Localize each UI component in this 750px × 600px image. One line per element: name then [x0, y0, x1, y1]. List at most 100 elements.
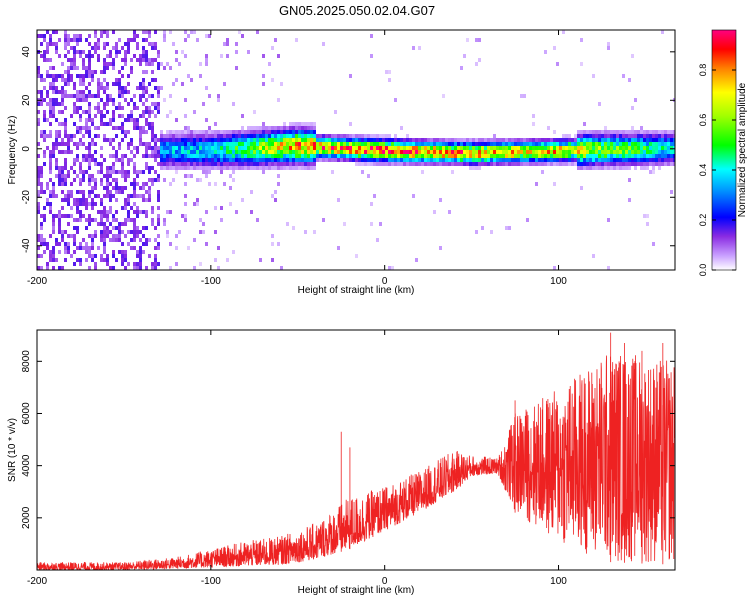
spectrogram-cell [94, 254, 97, 258]
spectrogram-cell [448, 138, 451, 142]
spectrogram-cell [82, 170, 85, 174]
spectrogram-cell [175, 154, 178, 158]
spectrogram-cell [172, 178, 175, 182]
spectrogram-cell [289, 150, 292, 154]
spectrogram-cell [130, 150, 133, 154]
spectrogram-cell [589, 134, 592, 138]
spectrogram-cell [247, 130, 250, 134]
spectrogram-cell [178, 158, 181, 162]
spectrogram-cell [619, 158, 622, 162]
spectrogram-cell [88, 166, 91, 170]
spectrogram-cell [286, 130, 289, 134]
spectrogram-cell [199, 146, 202, 150]
spectrogram-cell [415, 146, 418, 150]
spectrogram-cell [232, 250, 235, 254]
spectrogram-cell [310, 158, 313, 162]
spectrogram-cell [631, 138, 634, 142]
spectrogram-cell [562, 150, 565, 154]
spectrogram-cell [118, 238, 121, 242]
spectrogram-cell [112, 126, 115, 130]
spectrogram-cell [457, 146, 460, 150]
spectrogram-cell [307, 142, 310, 146]
spectrogram-cell [628, 138, 631, 142]
spectrogram-cell [64, 166, 67, 170]
spectrogram-cell [73, 238, 76, 242]
spectrogram-cell [304, 162, 307, 166]
spectrogram-cell [76, 50, 79, 54]
spectrogram-cell [166, 230, 169, 234]
spectrogram-cell [166, 142, 169, 146]
spectrogram-cell [112, 82, 115, 86]
spectrogram-cell [109, 50, 112, 54]
spectrogram-cell [400, 142, 403, 146]
spectrogram-cell [250, 142, 253, 146]
spectrogram-cell [658, 130, 661, 134]
spectrogram-cell [265, 154, 268, 158]
spectrogram-cell [43, 154, 46, 158]
spectrogram-cell [103, 186, 106, 190]
spectrogram-cell [115, 78, 118, 82]
spectrogram-cell [643, 162, 646, 166]
spectrogram-cell [112, 114, 115, 118]
spectrogram-cell [346, 158, 349, 162]
spectrogram-cell [505, 226, 508, 230]
spectrogram-cell [583, 166, 586, 170]
spectrogram-cell [253, 134, 256, 138]
spectrogram-cell [469, 150, 472, 154]
spectrogram-cell [373, 194, 376, 198]
spectrogram-cell [529, 162, 532, 166]
spectrogram-cell [199, 138, 202, 142]
spectrogram-cell [142, 114, 145, 118]
spectrogram-cell [631, 150, 634, 154]
spectrogram-cell [238, 138, 241, 142]
spectrogram-cell [427, 162, 430, 166]
spectrogram-cell [118, 70, 121, 74]
spectrogram-cell [646, 222, 649, 226]
spectrogram-cell [103, 238, 106, 242]
spectrogram-cell [130, 182, 133, 186]
spectrogram-cell [64, 194, 67, 198]
spectrogram-cell [163, 222, 166, 226]
spectrogram-cell [202, 150, 205, 154]
spectrogram-cell [226, 162, 229, 166]
spectrogram-cell [157, 218, 160, 222]
spectrogram-cell [130, 118, 133, 122]
spectrogram-cell [157, 146, 160, 150]
spectrogram-cell [430, 150, 433, 154]
spectrogram-cell [241, 126, 244, 130]
spectrogram-cell [85, 66, 88, 70]
spectrogram-cell [373, 154, 376, 158]
spectrogram-cell [502, 154, 505, 158]
spectrogram-cell [196, 142, 199, 146]
spectrogram-cell [49, 194, 52, 198]
spectrogram-cell [361, 170, 364, 174]
spectrogram-cell [109, 206, 112, 210]
spectrogram-cell [442, 150, 445, 154]
spectrogram-cell [550, 158, 553, 162]
spectrogram-cell [100, 162, 103, 166]
spectrogram-cell [106, 210, 109, 214]
spectrogram-cell [253, 146, 256, 150]
spectrogram-cell [397, 150, 400, 154]
spectrogram-cell [133, 102, 136, 106]
spectrogram-cell [103, 106, 106, 110]
spectrogram-cell [610, 166, 613, 170]
colorbar-tick-label: 0.0 [698, 264, 708, 277]
spectrogram-cell [574, 154, 577, 158]
spectrogram-cell [286, 222, 289, 226]
spectrogram-cell [403, 146, 406, 150]
spectrogram-cell [364, 146, 367, 150]
spectrogram-cell [37, 122, 40, 126]
spectrogram-cell [118, 114, 121, 118]
spectrogram-cell [664, 150, 667, 154]
spectrogram-cell [73, 202, 76, 206]
spectrogram-cell [61, 266, 64, 270]
spectrogram-cell [469, 146, 472, 150]
spectrogram-cell [109, 118, 112, 122]
spectrogram-cell [142, 234, 145, 238]
spectrogram-cell [247, 126, 250, 130]
spectrogram-cell [79, 74, 82, 78]
spectrogram-cell [277, 154, 280, 158]
spectrogram-cell [223, 82, 226, 86]
spectrogram-cell [106, 66, 109, 70]
